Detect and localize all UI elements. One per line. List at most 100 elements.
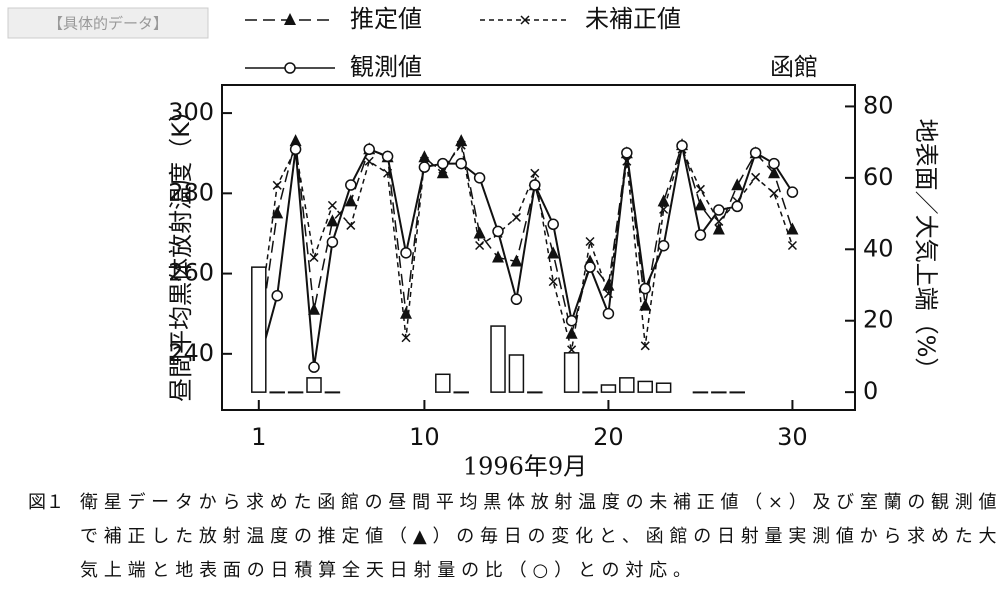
caption-line: 気上端と地表面の日積算全天日射量の比（○）との対応。 (80, 560, 691, 581)
bar (711, 391, 727, 394)
bar (692, 391, 709, 394)
x-marker (309, 253, 319, 263)
x-marker (520, 15, 530, 25)
circle-marker (584, 261, 596, 273)
y2-axis-label: 地表面／大気上端（%） (912, 119, 940, 382)
triangle-marker (400, 306, 413, 319)
x-marker (585, 236, 595, 247)
x-marker (475, 240, 485, 251)
triangle-marker (768, 166, 781, 179)
x-marker (714, 216, 724, 226)
legend-label: 推定値 (350, 5, 422, 33)
triangle-marker (731, 178, 744, 191)
y2-tick-label: 80 (863, 91, 894, 119)
x-marker (640, 341, 650, 351)
bar (619, 377, 635, 393)
bar (287, 391, 304, 394)
legend-label: 観測値 (350, 53, 422, 81)
x-tick-label: 20 (593, 423, 624, 451)
triangle-marker (547, 246, 560, 259)
y2-tick-label: 20 (863, 306, 894, 334)
circle-marker (768, 157, 780, 170)
circle-marker (529, 179, 541, 191)
x-marker (456, 140, 466, 150)
legend-label: 未補正値 (585, 5, 681, 33)
circle-marker (326, 236, 339, 248)
triangle-marker (639, 298, 652, 311)
bar (453, 391, 469, 394)
circle-marker (284, 62, 296, 74)
x-marker (695, 184, 705, 194)
x-marker (769, 188, 779, 198)
plot-frame (221, 84, 856, 411)
circle-marker (786, 186, 799, 198)
circle-marker (308, 361, 320, 373)
x-marker (327, 200, 337, 210)
bar (527, 391, 543, 394)
circle-marker (455, 157, 467, 170)
bar (251, 266, 267, 393)
y-tick-label: 300 (168, 98, 214, 126)
triangle-marker (492, 250, 505, 263)
triangle-marker (510, 254, 523, 267)
x-tick-label: 1 (251, 423, 266, 451)
y-tick-label: 280 (168, 178, 214, 206)
triangle-marker (326, 214, 339, 227)
circle-marker (602, 307, 615, 320)
circle-marker (565, 314, 578, 327)
circle-marker (713, 204, 725, 216)
x-marker (530, 168, 540, 178)
circle-marker (621, 147, 633, 159)
bar (563, 352, 580, 393)
location-label: 函館 (770, 53, 818, 81)
circle-marker (418, 161, 431, 173)
header-box (7, 7, 209, 39)
x-tick-label: 10 (409, 423, 440, 451)
circle-marker (271, 289, 283, 302)
x-marker (511, 212, 521, 222)
x-marker (272, 180, 282, 190)
triangle-marker (289, 134, 302, 147)
triangle-marker (712, 222, 725, 235)
triangle-marker (344, 194, 357, 207)
circle-marker (510, 293, 523, 306)
y2-tick-label: 60 (863, 163, 894, 191)
bar (582, 391, 598, 394)
bar (435, 373, 451, 393)
y-tick-label: 260 (168, 259, 214, 287)
circle-marker (657, 239, 670, 252)
x-marker (751, 172, 761, 182)
series-line (258, 143, 794, 351)
circle-marker (437, 157, 449, 170)
triangle-marker (436, 166, 449, 179)
circle-marker (492, 225, 504, 238)
circle-marker (547, 218, 559, 231)
bar (637, 380, 653, 393)
circle-marker (676, 139, 688, 152)
caption-line: 衛星データから求めた函館の昼間平均黒体放射温度の未補正値（×）及び室蘭の観測値 (80, 492, 996, 513)
circle-marker (731, 200, 743, 213)
x-marker (346, 220, 356, 230)
circle-marker (694, 229, 707, 241)
series-line (257, 145, 794, 368)
triangle-marker (284, 13, 296, 25)
x-marker (548, 277, 558, 287)
caption-label: 図１ (28, 492, 64, 513)
circle-marker (400, 247, 412, 259)
bar (729, 391, 745, 394)
circle-marker (749, 147, 762, 159)
circle-marker (473, 172, 486, 184)
x-axis-label: 1996年9月 (463, 453, 587, 481)
triangle-marker (657, 194, 670, 207)
circle-marker (639, 282, 651, 295)
caption-line: で補正した放射温度の推定値（▲）の毎日の変化と、函館の日射量実測値から求めた大 (80, 526, 996, 547)
triangle-marker (694, 198, 707, 211)
y2-tick-label: 0 (863, 377, 878, 405)
triangle-marker (271, 206, 284, 219)
y2-tick-label: 40 (863, 234, 894, 262)
x-marker (659, 204, 669, 214)
x-tick-label: 30 (777, 423, 808, 451)
bar (600, 384, 617, 393)
